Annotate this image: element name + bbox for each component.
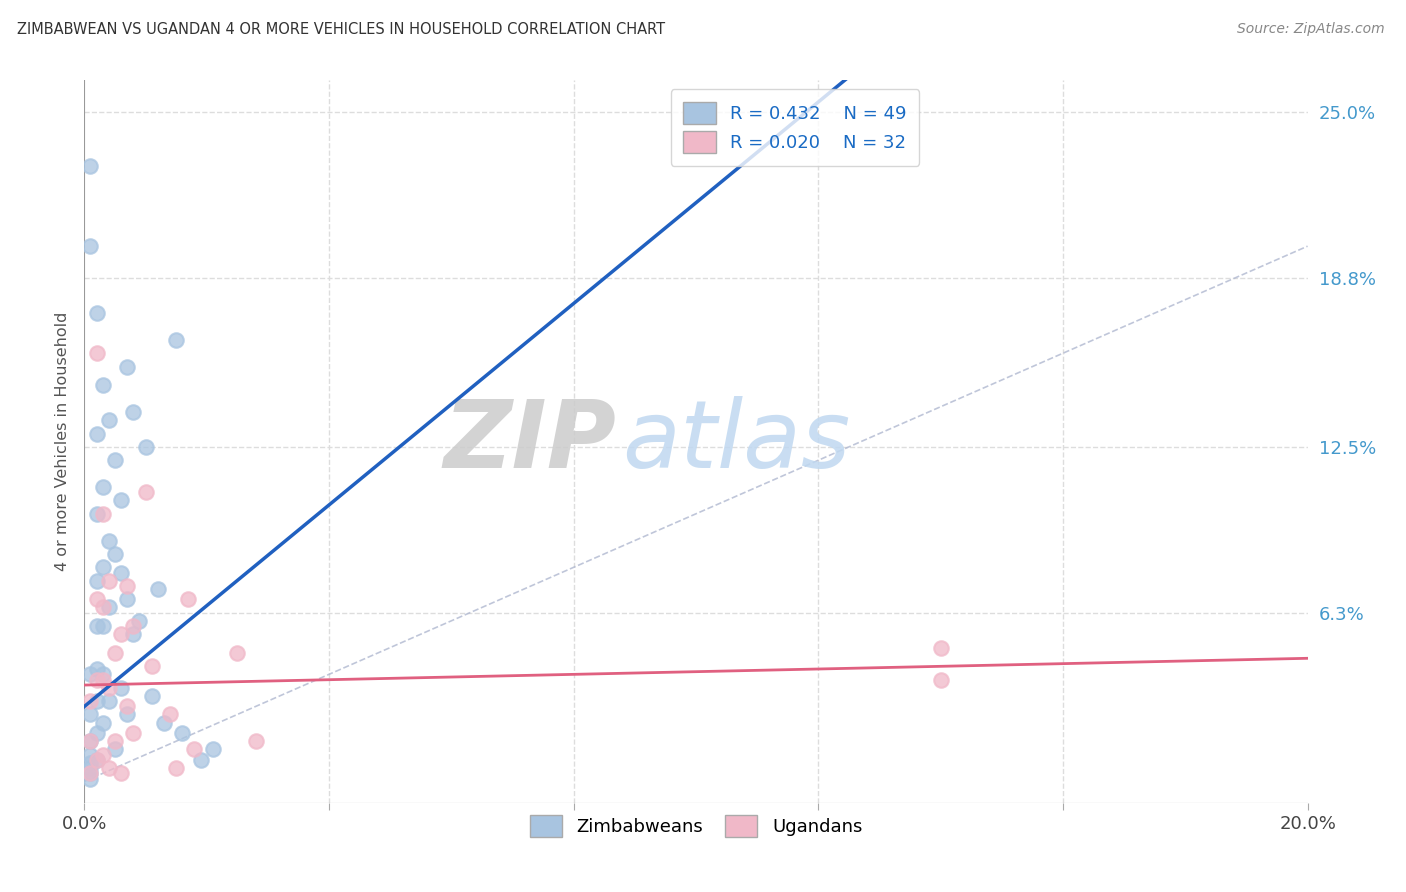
Point xyxy=(79,747,101,762)
Point xyxy=(141,659,163,673)
Point xyxy=(97,681,120,695)
Text: Source: ZipAtlas.com: Source: ZipAtlas.com xyxy=(1237,22,1385,37)
Point xyxy=(135,485,157,500)
Point xyxy=(122,627,145,641)
Text: atlas: atlas xyxy=(623,396,851,487)
Point xyxy=(91,715,114,730)
Point xyxy=(97,413,120,427)
Text: ZIMBABWEAN VS UGANDAN 4 OR MORE VEHICLES IN HOUSEHOLD CORRELATION CHART: ZIMBABWEAN VS UGANDAN 4 OR MORE VEHICLES… xyxy=(17,22,665,37)
Point xyxy=(86,574,108,588)
Point xyxy=(86,694,108,708)
Point xyxy=(190,753,212,767)
Point xyxy=(86,592,108,607)
Point xyxy=(159,707,181,722)
Point xyxy=(110,627,132,641)
Point xyxy=(122,619,145,633)
Point xyxy=(146,582,169,596)
Point xyxy=(79,756,101,770)
Point xyxy=(141,689,163,703)
Point xyxy=(110,766,132,780)
Point xyxy=(122,405,145,419)
Point xyxy=(79,159,101,173)
Point xyxy=(110,681,132,695)
Point xyxy=(929,640,952,655)
Point xyxy=(91,378,114,392)
Point xyxy=(135,440,157,454)
Point xyxy=(86,507,108,521)
Point xyxy=(91,560,114,574)
Point xyxy=(929,673,952,687)
Point xyxy=(86,726,108,740)
Point xyxy=(86,673,108,687)
Point xyxy=(172,726,194,740)
Point xyxy=(97,600,120,615)
Point xyxy=(115,579,138,593)
Point xyxy=(91,480,114,494)
Point xyxy=(79,761,101,775)
Point xyxy=(97,694,120,708)
Point xyxy=(79,734,101,748)
Point xyxy=(79,734,101,748)
Point xyxy=(86,426,108,441)
Point xyxy=(86,753,108,767)
Point xyxy=(97,533,120,548)
Point xyxy=(91,600,114,615)
Point xyxy=(115,707,138,722)
Point xyxy=(201,742,224,756)
Point xyxy=(79,766,101,780)
Point xyxy=(183,742,205,756)
Point xyxy=(86,662,108,676)
Point xyxy=(115,592,138,607)
Point xyxy=(104,742,127,756)
Point xyxy=(110,493,132,508)
Text: ZIP: ZIP xyxy=(443,395,616,488)
Point xyxy=(91,507,114,521)
Point xyxy=(226,646,249,660)
Point xyxy=(79,239,101,253)
Point xyxy=(97,574,120,588)
Point xyxy=(177,592,200,607)
Point xyxy=(165,333,187,347)
Point xyxy=(86,753,108,767)
Point xyxy=(91,673,114,687)
Point xyxy=(91,667,114,681)
Point xyxy=(104,734,127,748)
Point xyxy=(79,667,101,681)
Point xyxy=(110,566,132,580)
Point xyxy=(86,306,108,320)
Point xyxy=(79,707,101,722)
Point xyxy=(79,772,101,786)
Y-axis label: 4 or more Vehicles in Household: 4 or more Vehicles in Household xyxy=(55,312,70,571)
Point xyxy=(104,453,127,467)
Legend: Zimbabweans, Ugandans: Zimbabweans, Ugandans xyxy=(523,808,869,845)
Point xyxy=(165,761,187,775)
Point xyxy=(104,547,127,561)
Point xyxy=(91,619,114,633)
Point xyxy=(115,359,138,374)
Point xyxy=(115,699,138,714)
Point xyxy=(128,614,150,628)
Point xyxy=(79,694,101,708)
Point xyxy=(153,715,176,730)
Point xyxy=(86,346,108,360)
Point xyxy=(97,761,120,775)
Point xyxy=(91,747,114,762)
Point xyxy=(86,619,108,633)
Point xyxy=(245,734,267,748)
Point xyxy=(104,646,127,660)
Point xyxy=(122,726,145,740)
Point xyxy=(79,766,101,780)
